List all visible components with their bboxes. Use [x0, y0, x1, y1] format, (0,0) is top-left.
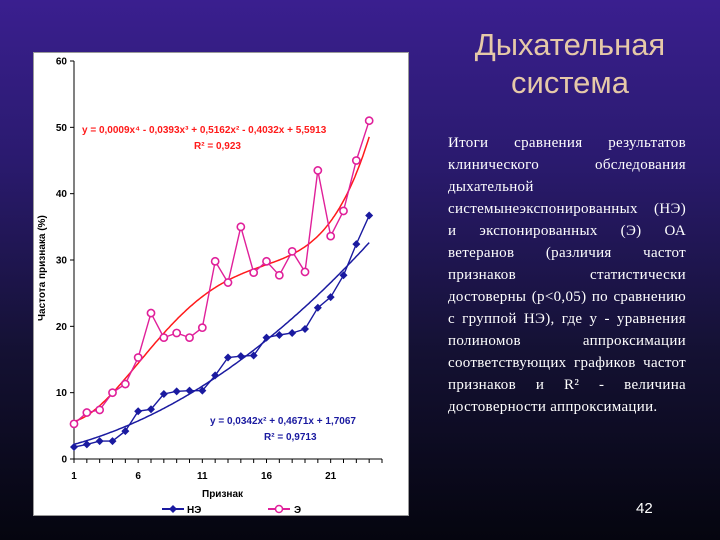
data-point-e: [313, 166, 323, 175]
data-point-ne: [313, 303, 322, 312]
data-point-ne: [172, 387, 181, 396]
y-axis-label: Частота признака (%): [37, 215, 48, 321]
data-point-e: [326, 231, 336, 241]
y-tick-label: 60: [56, 57, 68, 68]
trend-line-0: [73, 242, 370, 446]
y-tick-label: 0: [61, 455, 67, 466]
data-point-e: [262, 256, 271, 266]
legend-marker-ne: [169, 505, 177, 513]
data-point-e: [274, 270, 284, 280]
data-point-ne: [275, 330, 284, 339]
data-point-e: [95, 405, 105, 415]
series-line-1: [73, 120, 370, 425]
x-tick-label: 16: [261, 471, 273, 482]
series-line-0: [73, 215, 370, 448]
chart-panel: 0 10 20 30 40 50 60 1 6 11 16 21 y = 0,0009x⁴ - 0,0…: [33, 52, 409, 516]
trend-lines: [73, 136, 370, 446]
trend-equation-e: y = 0,0009x⁴ - 0,0393x³ + 0,5162x² - 0,4…: [82, 125, 327, 136]
data-point-ne: [185, 386, 194, 395]
data-point-ne: [147, 405, 155, 414]
data-point-ne: [134, 407, 143, 416]
y-tick-label: 50: [56, 123, 68, 134]
x-axis-label: Признак: [202, 489, 244, 500]
data-point-ne: [326, 293, 335, 302]
data-point-ne: [159, 389, 168, 398]
data-point-e: [339, 206, 348, 216]
page-number: 42: [636, 500, 653, 517]
legend-label-ne: НЭ: [187, 505, 201, 515]
data-point-ne: [301, 324, 309, 333]
x-tick-label: 21: [325, 471, 337, 482]
data-point-e: [185, 333, 194, 343]
trend-r2-e: R² = 0,923: [194, 141, 241, 152]
slide-title: Дыхательная система: [474, 27, 666, 100]
data-point-ne: [211, 371, 220, 380]
data-point-ne: [121, 427, 130, 436]
data-point-e: [287, 246, 297, 256]
data-point-ne: [288, 328, 297, 337]
data-point-e: [82, 408, 92, 417]
data-point-ne: [236, 352, 245, 361]
chart-legend: НЭ Э: [162, 504, 301, 515]
data-point-ne: [108, 437, 117, 446]
legend-label-e: Э: [294, 505, 301, 515]
x-tick-label: 11: [197, 471, 208, 482]
data-point-e: [133, 353, 143, 362]
legend-marker-e: [274, 504, 284, 514]
data-point-e: [351, 156, 361, 165]
data-point-e: [364, 116, 374, 126]
data-point-ne: [82, 440, 91, 449]
data-point-e: [300, 267, 310, 277]
data-point-e: [69, 419, 79, 429]
data-point-ne: [365, 211, 374, 220]
data-point-e: [197, 323, 207, 333]
data-point-ne: [70, 443, 78, 452]
trend-equation-ne: y = 0,0342x² + 0,4671x + 1,7067: [210, 416, 356, 427]
x-tick-label: 1: [71, 471, 77, 482]
y-tick-label: 10: [56, 388, 68, 399]
y-tick-label: 20: [56, 322, 68, 333]
slide-body-text: Итоги сравнения результатов клинического…: [448, 135, 686, 415]
data-point-e: [172, 328, 182, 338]
data-point-ne: [249, 351, 258, 360]
data-point-e: [159, 333, 169, 343]
data-point-e: [210, 256, 220, 266]
data-point-ne: [339, 271, 348, 280]
y-tick-label: 40: [56, 189, 68, 200]
data-point-e: [120, 379, 130, 389]
data-point-e: [108, 388, 117, 398]
x-tick-label: 6: [135, 471, 141, 482]
data-point-ne: [352, 240, 361, 249]
y-tick-label: 30: [56, 256, 68, 267]
data-point-e: [236, 222, 246, 232]
data-point-ne: [224, 353, 232, 362]
data-point-e: [146, 308, 156, 318]
data-point-e: [223, 278, 233, 287]
data-point-ne: [262, 333, 271, 342]
data-point-ne: [198, 386, 207, 395]
series-group: [69, 116, 374, 452]
data-point-ne: [95, 437, 104, 446]
trend-r2-ne: R² = 0,9713: [264, 432, 317, 443]
data-point-e: [249, 268, 259, 278]
trend-line-1: [73, 136, 370, 423]
